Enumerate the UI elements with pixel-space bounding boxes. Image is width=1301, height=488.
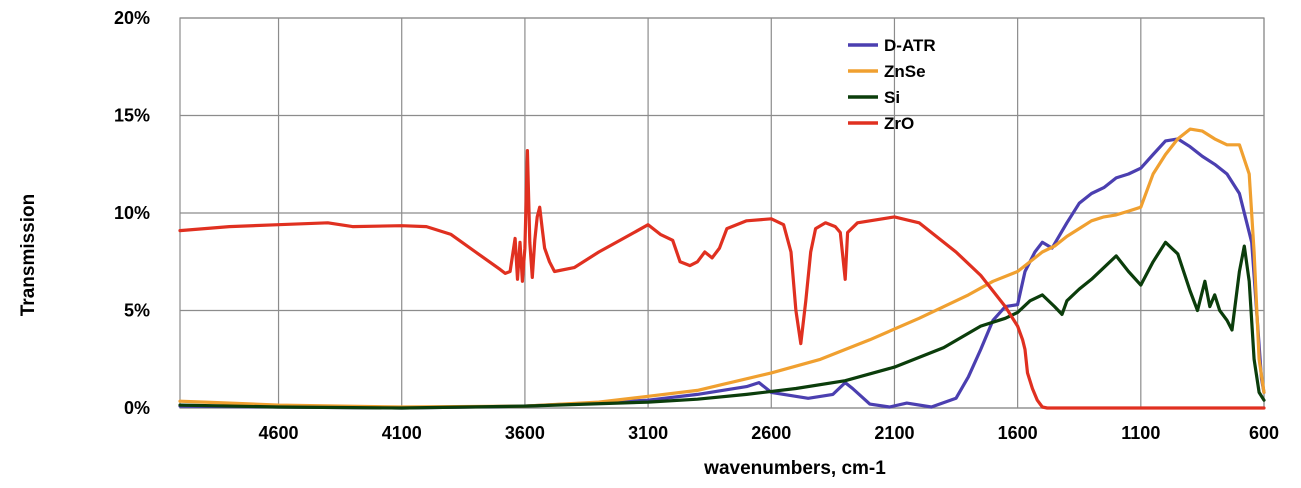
x-tick-label: 600	[1249, 423, 1279, 443]
x-axis-title: wavenumbers, cm-1	[703, 458, 886, 479]
legend-label: ZnSe	[884, 62, 926, 81]
y-tick-label: 15%	[114, 106, 150, 126]
x-tick-label: 2600	[751, 423, 791, 443]
x-tick-label: 4100	[382, 423, 422, 443]
series-group	[178, 127, 1266, 410]
y-tick-label: 5%	[124, 301, 150, 321]
grid	[179, 17, 1265, 409]
x-tick-label: 4600	[259, 423, 299, 443]
x-tick-label: 1100	[1121, 423, 1160, 443]
series-line-zro	[178, 149, 1266, 410]
y-axis-title: Transmission	[18, 194, 39, 317]
x-tick-label: 3100	[628, 423, 668, 443]
y-tick-label: 20%	[114, 8, 150, 28]
y-tick-label: 0%	[124, 398, 150, 418]
legend-label: ZrO	[884, 114, 914, 133]
legend-label: Si	[884, 88, 900, 107]
series-line-znse	[178, 127, 1266, 409]
legend-label: D-ATR	[884, 36, 936, 55]
series-line-si	[178, 240, 1266, 410]
x-tick-label: 3600	[505, 423, 545, 443]
legend: D-ATR ZnSe Si ZrO	[848, 36, 936, 133]
series-line-d-atr	[178, 137, 1266, 410]
y-tick-labels: 0% 5% 10% 15% 20%	[114, 8, 150, 418]
x-tick-label: 1600	[998, 423, 1038, 443]
x-tick-label: 2100	[874, 423, 914, 443]
x-tick-labels: 4600 4100 3600 3100 2600 2100 1600 1100 600	[259, 423, 1280, 443]
y-tick-label: 10%	[114, 203, 150, 223]
